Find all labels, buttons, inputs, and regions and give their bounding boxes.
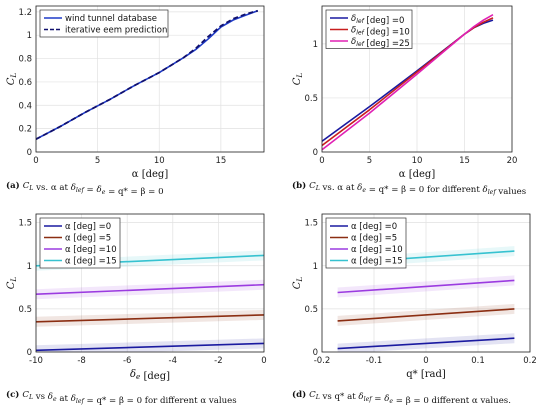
x-tick-label: -0.2: [314, 356, 331, 366]
y-axis-label: CL: [292, 73, 304, 86]
x-tick-label: 0: [423, 356, 428, 366]
legend-label: iterative eem prediction: [65, 26, 167, 36]
legend-label: α [deg] =0: [351, 222, 397, 232]
plot-frame: [35, 213, 265, 353]
figure-caption: (a) CL vs. α at δlef = δe = q* = β = 0: [6, 180, 164, 197]
x-tick-label: 5: [367, 156, 372, 166]
y-tick-label: 1: [313, 40, 318, 50]
x-axis-label: α [deg]: [399, 169, 436, 180]
legend-label: α [deg] =10: [65, 245, 117, 255]
chart-panel-a: 0 5 10 15 0 0.2 0.4 0.6 0.8 1 1.2 α [deg] CL wind tun…: [6, 5, 265, 197]
x-tick-label: 10: [412, 156, 423, 166]
series-line-2: [36, 314, 264, 323]
y-axis-label: CL: [6, 73, 18, 86]
legend-label: δlef [deg] =25: [351, 37, 410, 49]
series-line-1: [337, 337, 515, 350]
legend-label: δlef [deg] =10: [351, 26, 410, 38]
caption-text: CL vs δe at δlef = q* = β = 0 for differ…: [22, 390, 236, 405]
series-line-2: [36, 9, 259, 140]
caption-text: CL vs. α at δe = q* = β = 0 for differen…: [309, 181, 526, 197]
legend-label: α [deg] =5: [351, 234, 397, 244]
x-tick-label: -10: [29, 356, 43, 366]
series-line-3: [36, 283, 264, 295]
x-axis-label: α [deg]: [132, 169, 169, 180]
y-tick-label: 1: [27, 262, 32, 272]
legend-box: [39, 9, 169, 38]
y-tick-label: 0: [313, 348, 318, 358]
x-tick-label: 0.2: [523, 356, 537, 366]
x-tick-label: -0.1: [366, 356, 383, 366]
y-tick-label: 0.8: [18, 55, 32, 65]
legend-label: α [deg] =5: [65, 234, 111, 244]
figure-caption: (b) CL vs. α at δe = q* = β = 0 for diff…: [292, 180, 526, 197]
plot-frame: [321, 5, 513, 153]
y-tick-label: 0.4: [18, 101, 32, 111]
legend-label: α [deg] =15: [351, 257, 403, 267]
caption-text: CL vs q* at δlef = δe = β = 0 different …: [309, 390, 511, 405]
y-tick-label: 0: [27, 148, 32, 158]
legend-label: wind tunnel database: [65, 14, 157, 24]
y-axis-label: CL: [292, 277, 304, 290]
y-tick-label: 0.6: [18, 78, 32, 88]
y-tick-label: 0.5: [18, 305, 32, 315]
x-tick-label: 0.1: [471, 356, 485, 366]
x-tick-label: 0: [33, 156, 38, 166]
plot-frame: [321, 213, 531, 353]
legend: α [deg] =0 α [deg] =5α [deg] =10 α [deg] =…: [39, 217, 121, 269]
y-tick-label: 1: [313, 262, 318, 272]
legend-label: α [deg] =0: [65, 222, 111, 232]
chart-panel-c: -10 -8 -6 -4 -2 0 0 0.5 1 1.5 δe [deg] CL α [deg] =0…: [6, 213, 267, 405]
caption-text: CL vs. α at δlef = δe = q* = β = 0: [23, 181, 164, 197]
y-tick-label: 1: [27, 31, 32, 41]
x-tick-label: -2: [214, 356, 222, 366]
x-tick-label: -8: [77, 356, 85, 366]
y-tick-label: 0.5: [304, 94, 318, 104]
y-tick-label: 0: [27, 348, 32, 358]
y-tick-label: 0.5: [304, 305, 318, 315]
chart-panel-d: -0.2 -0.1 0 0.1 0.2 0 0.5 1 1.5 q* [rad] CL α [deg]…: [292, 213, 537, 405]
plot-frame: [35, 5, 265, 153]
x-tick-label: -6: [123, 356, 131, 366]
y-tick-label: 0: [313, 148, 318, 158]
x-axis-label: q* [rad]: [406, 369, 446, 380]
y-axis-label: CL: [6, 277, 18, 290]
legend-label: α [deg] =15: [65, 257, 117, 267]
legend-label: δlef [deg] =0: [351, 14, 404, 26]
y-tick-label: 1.2: [18, 8, 32, 18]
x-tick-label: 10: [154, 156, 165, 166]
legend: wind tunnel database iterative eem predic…: [39, 9, 169, 38]
series-line-3: [322, 14, 494, 151]
x-tick-label: 15: [459, 156, 470, 166]
x-tick-label: 0: [319, 156, 324, 166]
legend-label: α [deg] =10: [351, 245, 403, 255]
x-axis-label: δe [deg]: [130, 369, 170, 382]
figure-caption: (d) CL vs q* at δlef = δe = β = 0 differ…: [292, 389, 511, 405]
series-line-1: [36, 342, 264, 352]
series-line-3: [337, 279, 515, 294]
x-tick-label: 5: [95, 156, 100, 166]
y-tick-label: 0.2: [18, 125, 32, 135]
series-line-2: [337, 308, 515, 322]
y-tick-label: 1.5: [304, 219, 318, 229]
legend: α [deg] =0 α [deg] =5α [deg] =10 α [deg] =…: [325, 217, 407, 269]
figure-caption: (c) CL vs δe at δlef = q* = β = 0 for di…: [6, 389, 237, 405]
y-tick-label: 1.5: [18, 219, 32, 229]
x-tick-label: 0: [261, 356, 266, 366]
x-tick-label: 15: [215, 156, 226, 166]
x-tick-label: -4: [169, 356, 177, 366]
x-tick-label: 20: [507, 156, 518, 166]
